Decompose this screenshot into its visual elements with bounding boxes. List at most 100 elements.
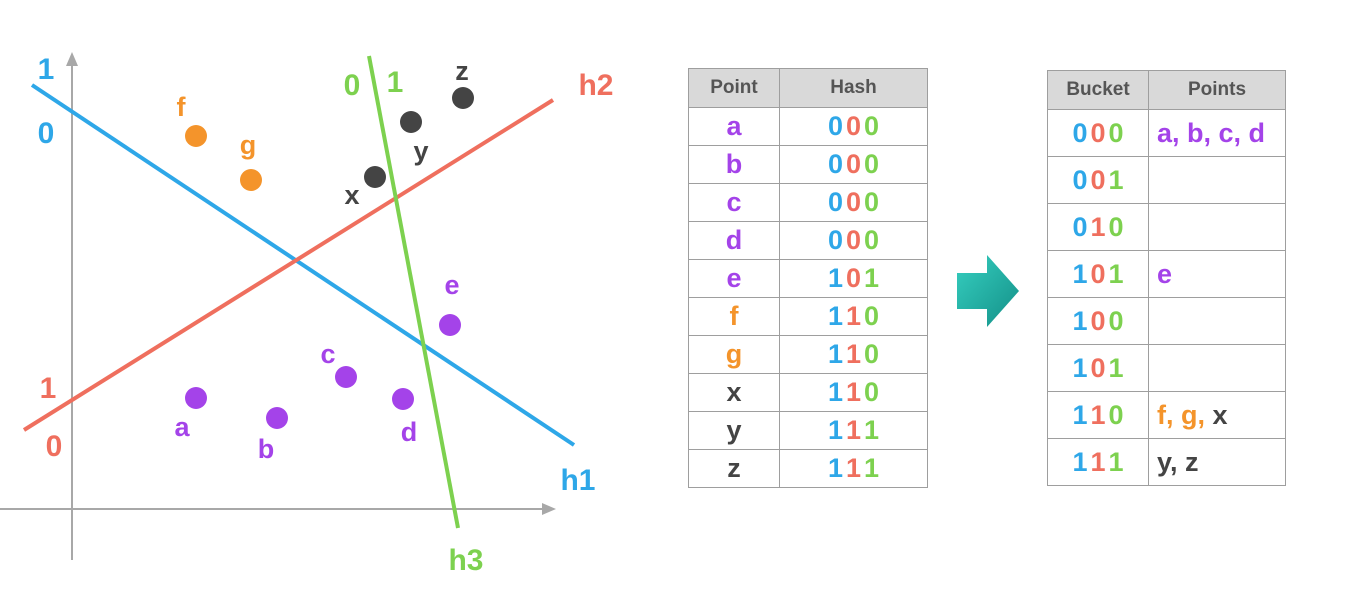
bucket-bit-2: 0 bbox=[1108, 305, 1124, 336]
hyperplane-h1-line bbox=[30, 83, 576, 447]
axes bbox=[0, 52, 556, 560]
point-z-label: z bbox=[455, 56, 469, 86]
bucket-points-text: a, b, c, d bbox=[1157, 117, 1266, 148]
point-f-marker bbox=[185, 125, 207, 147]
point-c-label: c bbox=[320, 339, 335, 369]
point-g-marker bbox=[240, 169, 262, 191]
hash-point-cell: d bbox=[688, 221, 780, 260]
hash-bit-1: 0 bbox=[845, 225, 862, 255]
bucket-points-text: e bbox=[1157, 258, 1173, 289]
bucket-bit-2: 1 bbox=[1108, 446, 1124, 477]
point-x: x bbox=[344, 166, 386, 210]
table-row: 1 1 1 y, z bbox=[1047, 438, 1286, 486]
point-x-marker bbox=[364, 166, 386, 188]
point-f-label: f bbox=[177, 92, 187, 122]
hash-point-cell: e bbox=[688, 259, 780, 298]
bucket-points-text: f, g, bbox=[1157, 399, 1213, 430]
hash-bit-1: 0 bbox=[845, 187, 862, 217]
hash-bit-0: 0 bbox=[827, 111, 844, 141]
hash-point-cell: g bbox=[688, 335, 780, 374]
point-e-label: e bbox=[444, 270, 459, 300]
point-e-marker bbox=[439, 314, 461, 336]
bucket-bit-0: 0 bbox=[1072, 117, 1088, 148]
hyperplane-h2-label: h2 bbox=[578, 69, 613, 102]
hash-bit-1: 1 bbox=[845, 453, 862, 483]
point-g-label: g bbox=[240, 130, 257, 160]
hyperplane-h3-side-0: 0 bbox=[344, 69, 361, 102]
point-d-label: d bbox=[401, 417, 418, 447]
point-a: a bbox=[174, 387, 207, 442]
hash-bit-0: 1 bbox=[827, 377, 844, 407]
bucket-points-text: x bbox=[1212, 399, 1228, 430]
hyperplane-h1-side-1: 1 bbox=[38, 53, 55, 86]
bucket-bit-0: 0 bbox=[1072, 164, 1088, 195]
point-z: z bbox=[452, 56, 474, 109]
bucket-points-cell bbox=[1148, 156, 1286, 204]
bucket-points-cell: e bbox=[1148, 250, 1286, 298]
hyperplane-h3-label: h3 bbox=[448, 544, 483, 577]
hash-bit-2: 0 bbox=[863, 187, 880, 217]
hash-bit-2: 0 bbox=[863, 225, 880, 255]
bucket-bit-2: 1 bbox=[1108, 258, 1124, 289]
hash-point-cell: f bbox=[688, 297, 780, 336]
hash-table-header-point: Point bbox=[688, 68, 780, 108]
bucket-bit-0: 1 bbox=[1072, 352, 1088, 383]
point-b: b bbox=[258, 407, 288, 464]
point-z-marker bbox=[452, 87, 474, 109]
table-row: 0 0 0 a, b, c, d bbox=[1047, 109, 1286, 157]
hash-bit-0: 0 bbox=[827, 149, 844, 179]
arrow-right-icon bbox=[957, 255, 1019, 327]
bucket-bit-0: 1 bbox=[1072, 305, 1088, 336]
hash-point-cell: a bbox=[688, 107, 780, 146]
point-a-marker bbox=[185, 387, 207, 409]
bucket-bit-1: 0 bbox=[1090, 352, 1106, 383]
hash-bit-2: 0 bbox=[863, 377, 880, 407]
hyperplane-h2-side-1: 1 bbox=[40, 372, 57, 405]
hash-point-cell: z bbox=[688, 449, 780, 488]
hash-bit-0: 0 bbox=[827, 225, 844, 255]
hash-bit-2: 1 bbox=[863, 453, 880, 483]
bucket-bit-2: 0 bbox=[1108, 399, 1124, 430]
point-a-label: a bbox=[174, 412, 190, 442]
bucket-bit-1: 0 bbox=[1090, 258, 1106, 289]
point-b-marker bbox=[266, 407, 288, 429]
hash-bit-2: 1 bbox=[863, 415, 880, 445]
point-y-marker bbox=[400, 111, 422, 133]
hash-bit-2: 0 bbox=[863, 111, 880, 141]
x-axis-arrowhead bbox=[542, 503, 556, 515]
bucket-bit-1: 0 bbox=[1090, 164, 1106, 195]
hash-bit-2: 1 bbox=[863, 263, 880, 293]
hyperplane-h2-line bbox=[22, 98, 555, 432]
bucket-bit-0: 1 bbox=[1072, 258, 1088, 289]
hyperplane-h2-side-0: 0 bbox=[46, 430, 63, 463]
hash-bit-2: 0 bbox=[863, 301, 880, 331]
hash-bit-1: 0 bbox=[845, 149, 862, 179]
hash-bit-0: 1 bbox=[827, 263, 844, 293]
bucket-bit-0: 1 bbox=[1072, 446, 1088, 477]
hash-bit-0: 1 bbox=[827, 415, 844, 445]
hyperplane-h2: h2 0 1 bbox=[22, 69, 614, 463]
hash-bit-1: 0 bbox=[845, 111, 862, 141]
hash-bit-0: 1 bbox=[827, 301, 844, 331]
hash-bit-0: 1 bbox=[827, 453, 844, 483]
point-g: g bbox=[240, 130, 262, 191]
